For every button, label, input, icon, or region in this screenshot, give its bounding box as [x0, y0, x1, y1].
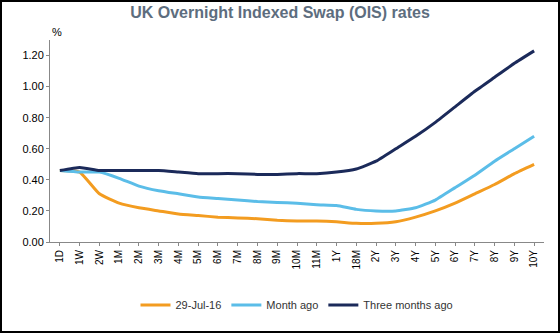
svg-text:5M: 5M: [192, 250, 203, 264]
svg-text:1M: 1M: [113, 250, 124, 264]
svg-text:3Y: 3Y: [390, 250, 401, 263]
svg-text:1W: 1W: [74, 249, 85, 265]
svg-text:0.40: 0.40: [22, 174, 43, 186]
svg-text:29-Jul-16: 29-Jul-16: [176, 299, 222, 311]
svg-text:1Y: 1Y: [331, 250, 342, 263]
svg-text:3M: 3M: [153, 250, 164, 264]
svg-text:0.60: 0.60: [22, 143, 43, 155]
svg-text:Month ago: Month ago: [266, 299, 318, 311]
svg-text:UK Overnight Indexed Swap (OIS: UK Overnight Indexed Swap (OIS) rates: [130, 4, 430, 21]
svg-text:8Y: 8Y: [489, 250, 500, 263]
svg-text:8M: 8M: [252, 250, 263, 264]
svg-text:9Y: 9Y: [509, 250, 520, 263]
svg-text:0.00: 0.00: [22, 236, 43, 248]
svg-text:0.80: 0.80: [22, 112, 43, 124]
svg-text:2W: 2W: [94, 249, 105, 265]
svg-text:1.20: 1.20: [22, 49, 43, 61]
svg-text:9M: 9M: [271, 250, 282, 264]
svg-text:7Y: 7Y: [469, 250, 480, 263]
svg-text:18M: 18M: [351, 250, 362, 269]
svg-text:4Y: 4Y: [410, 250, 421, 263]
svg-text:0.20: 0.20: [22, 205, 43, 217]
svg-text:10M: 10M: [291, 250, 302, 269]
svg-text:7M: 7M: [232, 250, 243, 264]
svg-text:5Y: 5Y: [430, 250, 441, 263]
svg-text:2M: 2M: [133, 250, 144, 264]
svg-text:6Y: 6Y: [449, 250, 460, 263]
svg-text:6M: 6M: [212, 250, 223, 264]
svg-text:4M: 4M: [173, 250, 184, 264]
svg-text:1D: 1D: [54, 250, 65, 263]
svg-text:2Y: 2Y: [370, 250, 381, 263]
svg-text:Three months ago: Three months ago: [363, 299, 452, 311]
svg-text:1.00: 1.00: [22, 80, 43, 92]
svg-text:%: %: [52, 26, 62, 38]
svg-text:11M: 11M: [311, 250, 322, 269]
svg-text:10Y: 10Y: [528, 250, 539, 268]
